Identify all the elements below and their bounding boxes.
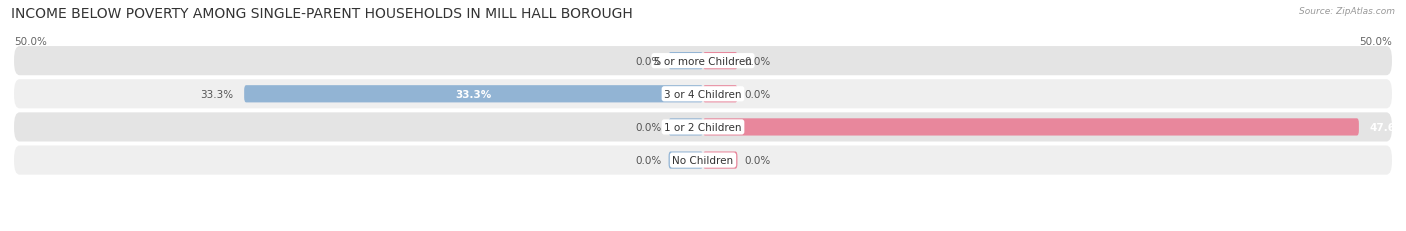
Text: 0.0%: 0.0% [744,89,770,99]
Text: Source: ZipAtlas.com: Source: ZipAtlas.com [1299,7,1395,16]
FancyBboxPatch shape [14,80,1392,109]
Text: INCOME BELOW POVERTY AMONG SINGLE-PARENT HOUSEHOLDS IN MILL HALL BOROUGH: INCOME BELOW POVERTY AMONG SINGLE-PARENT… [11,7,633,21]
Text: 0.0%: 0.0% [744,155,770,165]
Text: 33.3%: 33.3% [456,89,492,99]
FancyBboxPatch shape [14,146,1392,175]
FancyBboxPatch shape [245,86,703,103]
Text: 50.0%: 50.0% [1360,37,1392,47]
Text: 47.6%: 47.6% [1369,122,1406,132]
FancyBboxPatch shape [14,113,1392,142]
Text: 0.0%: 0.0% [744,56,770,66]
FancyBboxPatch shape [703,119,1358,136]
Text: 0.0%: 0.0% [636,122,662,132]
Text: 3 or 4 Children: 3 or 4 Children [664,89,742,99]
Text: 1 or 2 Children: 1 or 2 Children [664,122,742,132]
FancyBboxPatch shape [703,53,738,70]
Text: 0.0%: 0.0% [636,155,662,165]
Text: 50.0%: 50.0% [14,37,46,47]
FancyBboxPatch shape [669,119,703,136]
Text: 0.0%: 0.0% [636,56,662,66]
Text: No Children: No Children [672,155,734,165]
Text: 5 or more Children: 5 or more Children [654,56,752,66]
FancyBboxPatch shape [703,86,738,103]
FancyBboxPatch shape [669,152,703,169]
FancyBboxPatch shape [669,53,703,70]
Text: 33.3%: 33.3% [200,89,233,99]
FancyBboxPatch shape [14,47,1392,76]
FancyBboxPatch shape [703,152,738,169]
